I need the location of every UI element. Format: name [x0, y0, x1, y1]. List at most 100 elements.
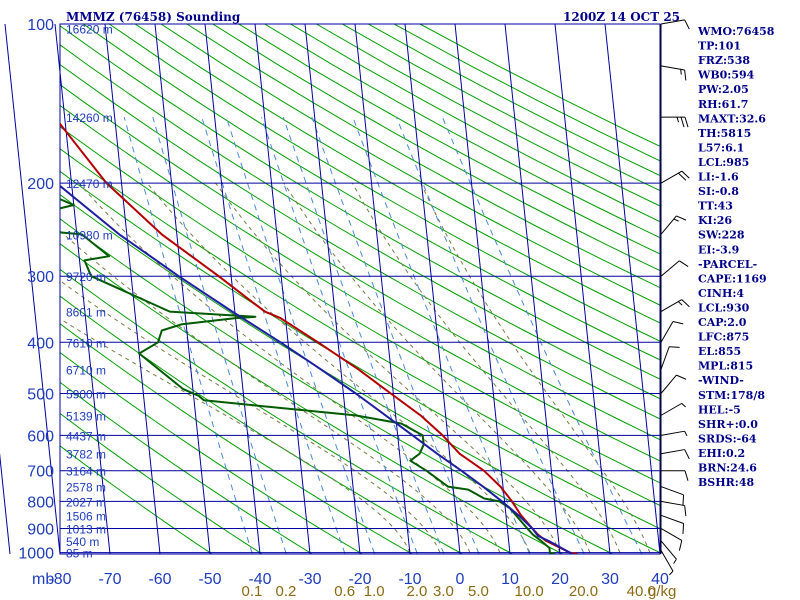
valid-time: 1200Z 14 OCT 25	[563, 10, 680, 24]
wind-barb	[660, 299, 690, 313]
index-item: CINH:4	[698, 287, 744, 300]
wind-barb	[660, 500, 687, 516]
isotherm	[554, 23, 611, 555]
wind-barb-flag	[684, 470, 689, 481]
pressure-unit-label: mb	[32, 571, 54, 588]
index-item: EL:855	[698, 345, 741, 358]
isotherm	[0, 452, 11, 555]
wind-barb-flag	[684, 116, 689, 128]
pressure-tick-label: 100	[27, 17, 54, 34]
index-item: WB0:594	[697, 69, 755, 82]
wind-barb-flag	[684, 69, 687, 81]
temperature-tick-label: -10	[398, 571, 421, 588]
sounding-traces	[60, 122, 578, 554]
isotherm	[504, 23, 561, 555]
dry-adiabat	[60, 126, 660, 484]
dry-adiabat	[60, 170, 660, 530]
mixing-ratio-label: 0.1	[242, 583, 263, 600]
wind-barb	[660, 528, 683, 551]
index-item: L57:6.1	[698, 141, 744, 154]
pressure-tick-label: 800	[27, 494, 54, 511]
index-item: HEL:-5	[698, 403, 741, 416]
dry-adiabat	[60, 243, 564, 554]
dry-adiabat	[60, 44, 660, 400]
wind-barb-flag	[673, 558, 677, 564]
wind-barb	[660, 170, 690, 184]
index-item: SRDS:-64	[698, 432, 757, 445]
height-label: 16620 m	[66, 23, 113, 37]
isotherm	[104, 23, 161, 555]
isotherm	[454, 23, 511, 555]
temperature-tick-label: 30	[601, 571, 619, 588]
index-item: KI:26	[698, 214, 732, 227]
index-item: WMO:76458	[697, 25, 775, 38]
height-label: 540 m	[66, 535, 99, 549]
wind-barb	[661, 470, 689, 481]
height-label: 85 m	[66, 547, 93, 561]
wind-barb	[660, 540, 677, 564]
wind-barb-shaft	[660, 215, 677, 235]
wind-barb-flag	[678, 540, 683, 551]
index-item: BSHR:48	[698, 476, 754, 489]
pressure-tick-label: 700	[27, 464, 54, 481]
height-label: 14260 m	[66, 111, 113, 125]
index-item: LFC:875	[698, 331, 749, 344]
wind-barb-flag	[669, 570, 674, 576]
mixing-ratio-label: 3.0	[433, 583, 454, 600]
wind-barb	[660, 550, 674, 576]
dry-adiabat	[82, 24, 660, 361]
isotherm	[204, 23, 261, 555]
wind-barb-flag	[669, 346, 680, 348]
index-item: -WIND-	[698, 374, 744, 387]
wind-barb-shaft	[660, 449, 685, 455]
wind-barb	[660, 320, 684, 343]
wind-barb-flag	[676, 374, 687, 380]
height-label: 4437 m	[66, 429, 106, 443]
wind-barb-shaft	[660, 260, 680, 277]
dry-adiabat	[60, 25, 660, 380]
wind-barb-flag	[684, 430, 688, 437]
wind-barb-flag	[684, 19, 690, 30]
temperature-tick-label: -70	[98, 571, 121, 588]
wind-barb-flag	[676, 116, 679, 123]
wind-barb-flag	[679, 260, 689, 267]
index-item: TP:101	[698, 40, 741, 53]
wind-barb-flag	[673, 218, 679, 222]
index-item: -PARCEL-	[698, 258, 757, 271]
dry-adiabat	[237, 24, 660, 255]
wind-barb-flag	[681, 170, 690, 179]
dry-adiabat	[60, 323, 414, 554]
temperature-tick-label: -40	[248, 571, 271, 588]
mixing-ratio-label: 0.6	[334, 583, 355, 600]
height-label: 2027 m	[66, 495, 106, 509]
height-label: 2578 m	[66, 481, 106, 495]
dry-adiabat	[60, 351, 364, 554]
wind-barb-shaft	[660, 321, 674, 343]
isotherm	[54, 23, 111, 555]
temperature-tick-label: -20	[348, 571, 371, 588]
height-label: 1013 m	[66, 522, 106, 536]
isotherm	[254, 23, 311, 555]
wind-barb-flag	[677, 301, 683, 306]
index-item: LCL:985	[698, 156, 749, 169]
height-label: 3782 m	[66, 448, 106, 462]
temperature-tick-label: -80	[48, 571, 71, 588]
dry-adiabat	[134, 24, 660, 324]
index-item: TH:5815	[698, 127, 751, 140]
index-item: BRN:24.6	[698, 462, 757, 475]
plot-frame	[59, 23, 661, 555]
mixing-ratio-label: 40.0	[627, 583, 656, 600]
wind-barb	[660, 346, 680, 370]
height-label: 9720 m	[66, 270, 106, 284]
pressure-tick-label: 900	[27, 521, 54, 538]
wind-barb-shaft	[660, 540, 677, 560]
dry-adiabat	[60, 83, 660, 441]
mixing-ratio-label: 1.0	[364, 583, 385, 600]
index-item: MPL:815	[698, 360, 753, 373]
wind-barb	[660, 514, 685, 534]
wind-barb-flag	[680, 69, 682, 75]
isotherm	[304, 23, 361, 555]
wind-barb-flag	[682, 523, 685, 534]
